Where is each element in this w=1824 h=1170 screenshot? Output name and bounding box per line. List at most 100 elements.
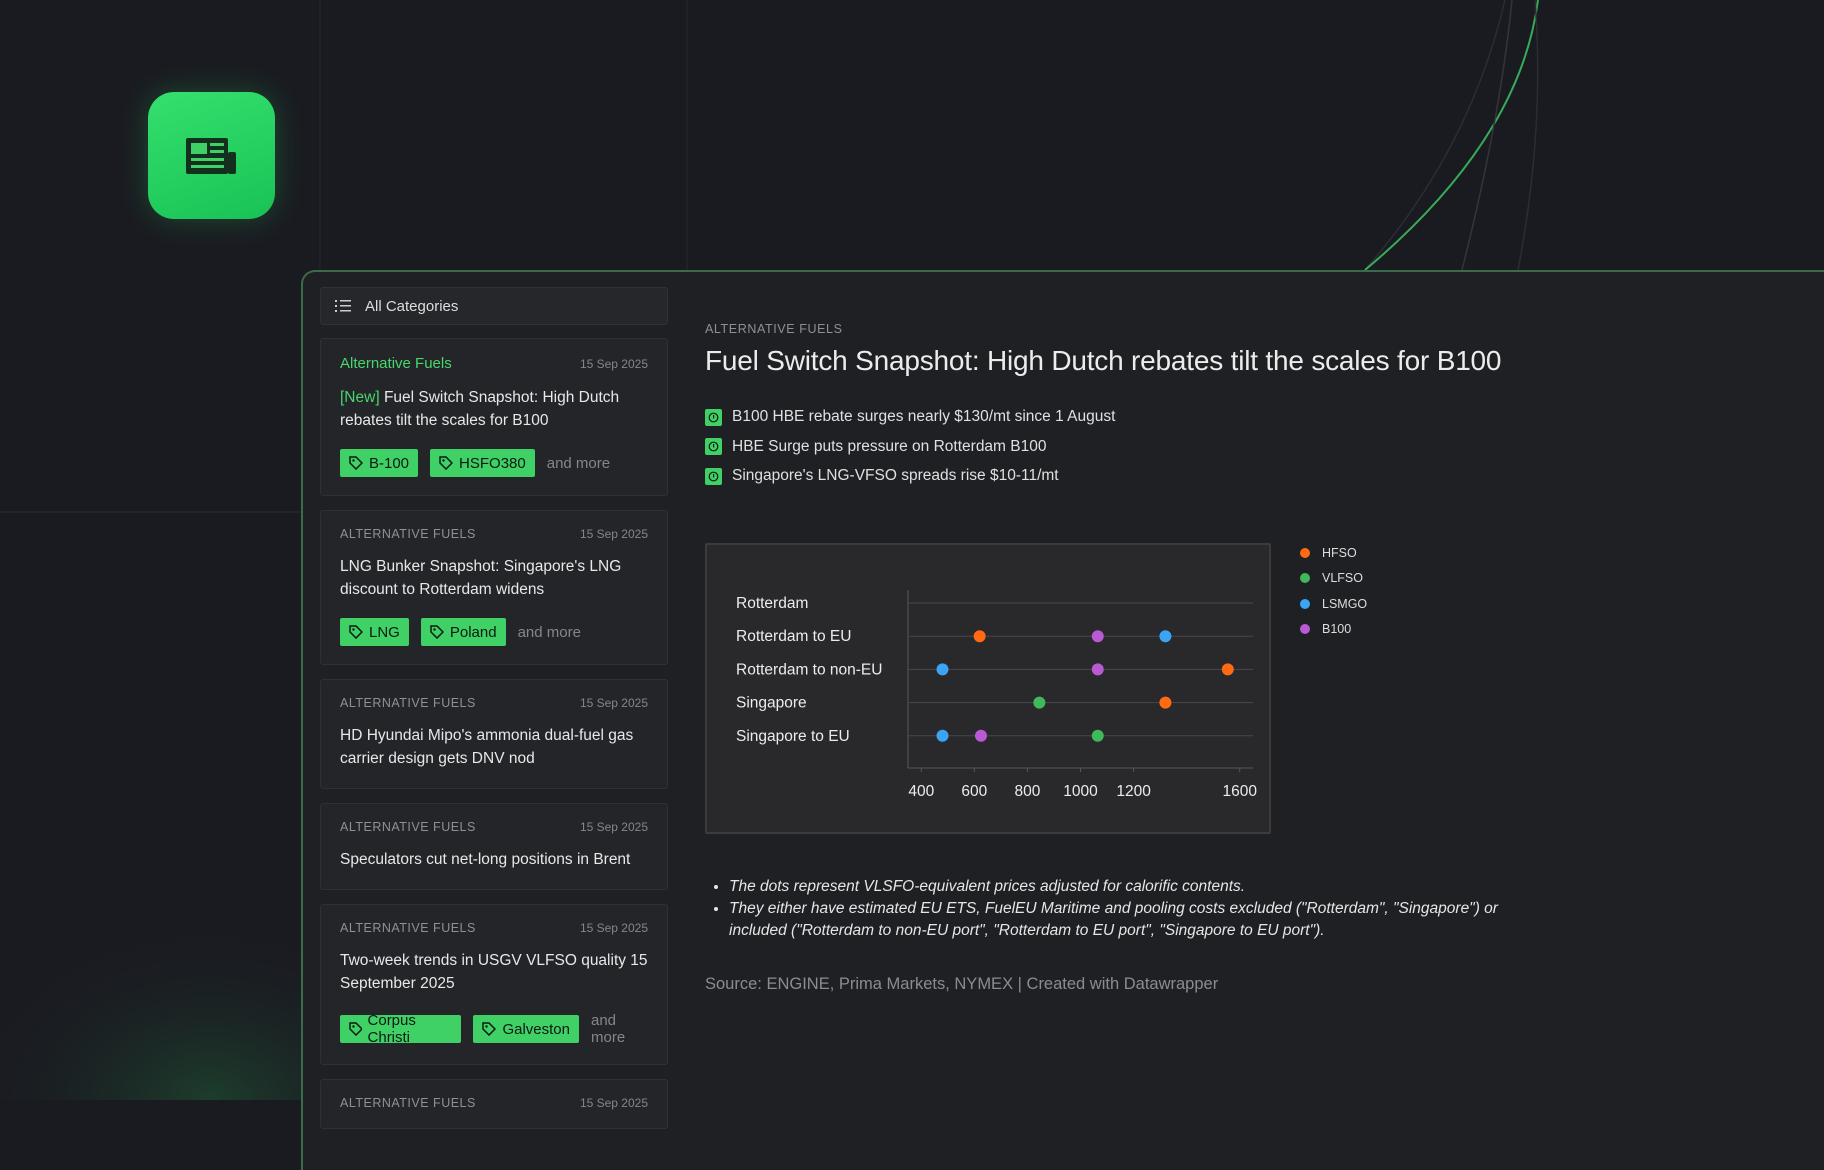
category-label: Rotterdam to non-EU [736,661,882,678]
info-icon [708,412,719,422]
highlight-icon [705,467,722,485]
dot [936,729,949,742]
card-title-text: Two-week trends in USGV VLFSO quality 15… [340,952,648,992]
tag-icon [430,625,444,639]
note: The dots represent VLSFO-equivalent pric… [729,876,1552,898]
highlight: B100 HBE rebate surges nearly $130/mt si… [705,408,1115,426]
highlight-icon [705,408,722,426]
card-title-text: HD Hyundai Mipo's ammonia dual-fuel gas … [340,727,634,767]
dot [973,630,986,643]
card-title-text: Speculators cut net-long positions in Br… [340,851,631,868]
tag-icon [349,1022,362,1036]
note: They either have estimated EU ETS, FuelE… [729,898,1552,942]
article-card[interactable]: ALTERNATIVE FUELS 15 Sep 2025 Speculators … [320,803,668,890]
highlight-icon [705,438,722,456]
legend-swatch [1300,573,1310,584]
legend-label: VLFSO [1322,571,1363,586]
card-title: Two-week trends in USGV VLFSO quality 15… [340,949,648,995]
card-header: ALTERNATIVE FUELS 15 Sep 2025 [340,527,648,541]
article-title: Fuel Switch Snapshot: High Dutch rebates… [705,345,1502,376]
card-title: HD Hyundai Mipo's ammonia dual-fuel gas … [340,724,648,770]
article-list: Alternative Fuels 15 Sep 2025 [New] Fuel S… [320,338,668,1129]
dot [1159,630,1172,643]
x-tick-label: 800 [1014,783,1040,800]
tag-list: B-100 HSFO380 and more [340,449,648,477]
dot [1091,729,1104,742]
tag[interactable]: Galveston [473,1015,579,1043]
legend-swatch [1300,624,1310,635]
app-icon[interactable] [148,92,275,219]
tag-label: Poland [449,623,497,641]
card-category: Alternative Fuels [340,355,452,372]
tag[interactable]: HSFO380 [430,449,535,477]
tag-icon [439,456,454,470]
card-header: Alternative Fuels 15 Sep 2025 [340,355,648,372]
dot [1091,630,1104,643]
card-title-text: Fuel Switch Snapshot: High Dutch rebates… [340,389,620,429]
article-card[interactable]: Alternative Fuels 15 Sep 2025 [New] Fuel S… [320,338,668,496]
x-tick-label: 400 [908,783,934,800]
tag[interactable]: B-100 [340,449,419,477]
legend-item: B100 [1300,617,1367,643]
card-date: 15 Sep 2025 [579,921,648,935]
tag[interactable]: Poland [420,618,506,646]
article-category: ALTERNATIVE FUELS [705,322,843,336]
card-header: ALTERNATIVE FUELS 15 Sep 2025 [340,696,648,710]
highlight-text: Singapore's LNG-VFSO spreads rise $10-11… [732,467,1059,485]
highlight-text: HBE Surge puts pressure on Rotterdam B10… [732,437,1047,455]
highlight: HBE Surge puts pressure on Rotterdam B10… [705,438,1046,456]
tag[interactable]: LNG [340,618,409,646]
chart-container: Rotterdam Rotterdam to EU Rotterdam to non… [705,543,1271,834]
x-tick-label: 1600 [1222,783,1257,800]
card-category: ALTERNATIVE FUELS [340,527,476,541]
card-title-text: LNG Bunker Snapshot: Singapore's LNG dis… [340,558,622,598]
filter-label: All Categories [365,297,459,315]
card-title: LNG Bunker Snapshot: Singapore's LNG dis… [340,555,648,601]
legend-label: B100 [1322,622,1352,637]
card-header: ALTERNATIVE FUELS 15 Sep 2025 [340,1096,648,1110]
more-tags: and more [591,1012,626,1046]
article-card[interactable]: ALTERNATIVE FUELS 15 Sep 2025 HD Hyundai M… [320,679,668,789]
category-label: Rotterdam [736,595,808,612]
tag-label: Galveston [502,1020,570,1038]
card-category: ALTERNATIVE FUELS [340,820,476,834]
dot [974,729,987,742]
news-icon [186,138,236,174]
card-category: ALTERNATIVE FUELS [340,696,476,710]
dot [1159,696,1172,709]
card-title: Speculators cut net-long positions in Br… [340,848,648,871]
category-label: Singapore to EU [736,728,850,745]
legend-swatch [1300,547,1310,558]
category-label: Rotterdam to EU [736,628,851,645]
card-category: ALTERNATIVE FUELS [340,921,476,935]
legend-label: HFSO [1322,545,1357,560]
category-label: Singapore [736,695,807,712]
x-tick-label: 1200 [1116,783,1151,800]
article-card[interactable]: ALTERNATIVE FUELS 15 Sep 2025 LNG Bunker S… [320,510,668,665]
article-card[interactable]: ALTERNATIVE FUELS 15 Sep 2025 Two-week tre… [320,904,668,1065]
dot [1091,663,1104,676]
legend-label: LSMGO [1322,596,1368,611]
tag-icon [349,625,363,639]
card-header: ALTERNATIVE FUELS 15 Sep 2025 [340,921,648,935]
tag-label: HSFO380 [459,454,526,472]
tag-list: Corpus Christi Galveston and more [340,1012,648,1046]
tag-icon [349,456,363,470]
x-tick-label: 1000 [1063,783,1098,800]
tag-icon [482,1022,497,1036]
page: All Categories Alternative Fuels 15 Sep 2… [0,0,1824,1100]
article-card[interactable]: ALTERNATIVE FUELS 15 Sep 2025 [320,1079,668,1129]
highlight: Singapore's LNG-VFSO spreads rise $10-11… [705,467,1059,485]
source: Source: ENGINE, Prima Markets, NYMEX | C… [705,975,1219,993]
tag-label: B-100 [369,454,410,472]
card-date: 15 Sep 2025 [579,820,648,834]
info-icon [708,471,719,482]
category-filter[interactable]: All Categories [320,287,668,325]
chart-notes: The dots represent VLSFO-equivalent pric… [712,876,1552,942]
tag[interactable]: Corpus Christi [340,1012,462,1046]
card-date: 15 Sep 2025 [579,356,648,371]
dot [1221,663,1234,676]
tag-list: LNG Poland and more [340,618,648,646]
new-badge: [New] [340,389,380,406]
x-tick-label: 600 [961,783,987,800]
